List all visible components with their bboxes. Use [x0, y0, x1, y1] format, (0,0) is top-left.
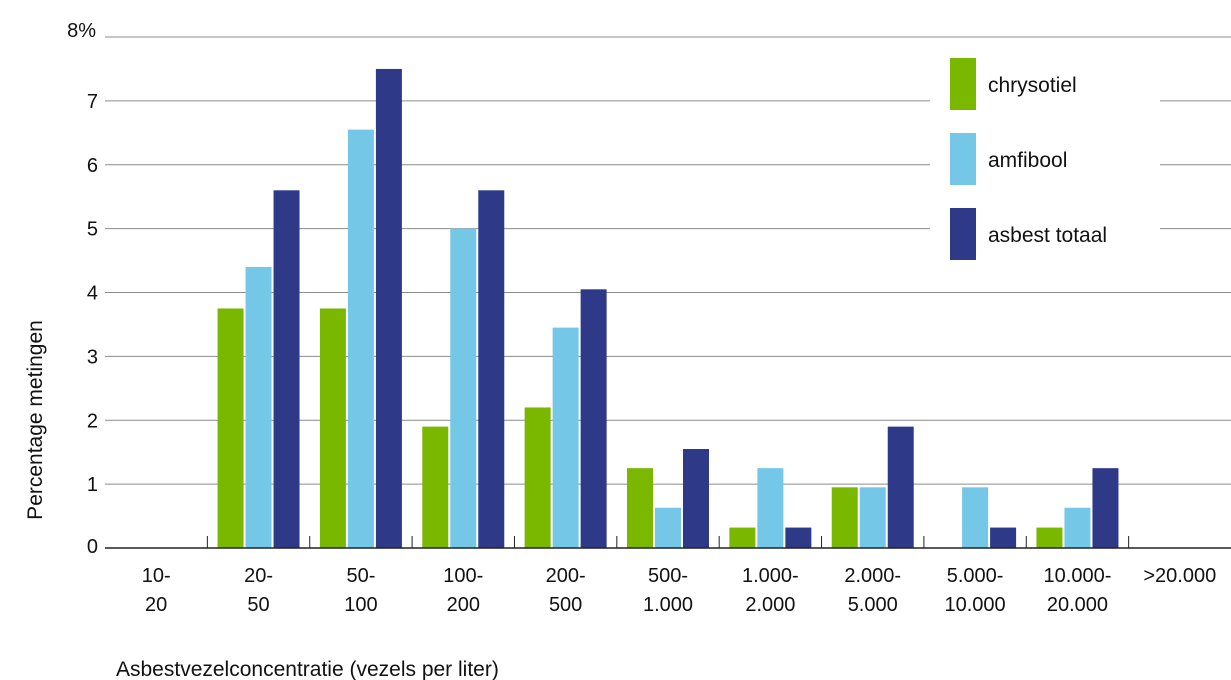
y-tick-label: 4: [87, 283, 98, 305]
legend-label: chrysotiel: [988, 74, 1077, 97]
legend-label: amfibool: [988, 149, 1067, 172]
bars: [217, 68, 1119, 549]
y-tick-label: 2: [87, 410, 98, 432]
bar-chrysotiel-5: [627, 468, 653, 548]
x-tick-label: 10.000: [945, 594, 1006, 616]
bar-asbest-totaal-2: [375, 68, 402, 548]
y-tick-label: 6: [87, 155, 98, 177]
y-tick-label: 1: [87, 474, 98, 496]
x-tick-label: 500-: [648, 565, 688, 587]
bar-asbest-totaal-5: [683, 448, 709, 548]
x-tick-label: 200-: [546, 565, 586, 587]
bar-amfibool-8: [962, 487, 989, 548]
x-axis-title: Asbestvezelconcentratie (vezels per lite…: [116, 658, 499, 680]
bar-asbest-totaal-8: [990, 527, 1017, 548]
bar-asbest-totaal-9: [1092, 468, 1119, 548]
x-tick-label: 5.000-: [947, 565, 1004, 587]
x-tick-label: 50-: [346, 565, 375, 587]
x-tick-label: 20-: [244, 565, 273, 587]
y-axis-title: Percentage metingen: [24, 320, 47, 520]
x-tick-label: 500: [549, 594, 582, 616]
x-tick-label: 200: [447, 594, 480, 616]
legend-swatch-chrysotiel: [950, 58, 976, 110]
bar-chrysotiel-3: [422, 426, 449, 548]
bar-chrysotiel-1: [217, 308, 244, 548]
x-tick-label: 100: [344, 594, 377, 616]
x-tick-label: 20: [145, 594, 167, 616]
bar-chrysotiel-7: [831, 487, 858, 548]
bar-asbest-totaal-6: [785, 527, 812, 548]
bar-amfibool-1: [245, 266, 272, 548]
x-tick-label: 2.000-: [844, 565, 901, 587]
x-tick-label: 10-: [142, 565, 171, 587]
x-axis-ticks: 10- 20 20- 50 50- 100 100- 200 200- 500 500- 1.000 1…: [142, 565, 1217, 616]
bar-amfibool-3: [450, 228, 477, 548]
bar-asbest-totaal-4: [580, 289, 607, 548]
y-axis-ticks: 0 1 2 3 4 5 6 7 8%: [67, 20, 98, 558]
x-tick-label: 10.000-: [1044, 565, 1112, 587]
bar-chrysotiel-4: [524, 407, 551, 548]
bar-amfibool-9: [1064, 507, 1091, 548]
y-tick-label: 3: [87, 346, 98, 368]
x-tick-label: 100-: [443, 565, 483, 587]
bar-amfibool-2: [347, 129, 374, 548]
bar-asbest-totaal-1: [273, 190, 300, 549]
x-tick-label: >20.000: [1143, 565, 1216, 587]
x-tick-label: 2.000: [745, 594, 795, 616]
y-tick-label: 8%: [67, 20, 96, 42]
bar-amfibool-6: [757, 468, 784, 548]
x-tick-label: 5.000: [848, 594, 898, 616]
legend: chrysotiel amfibool asbest totaal: [930, 45, 1160, 277]
bar-asbest-totaal-7: [887, 426, 914, 548]
legend-label: asbest totaal: [988, 224, 1107, 247]
bar-amfibool-7: [859, 487, 886, 548]
x-tick-label: 50: [247, 594, 269, 616]
bar-amfibool-5: [655, 507, 681, 548]
x-tick-label: 1.000-: [742, 565, 799, 587]
y-tick-label: 5: [87, 219, 98, 241]
bar-asbest-totaal-3: [478, 190, 505, 549]
bar-chrysotiel-2: [319, 308, 346, 548]
legend-swatch-asbest-totaal: [950, 208, 976, 260]
y-tick-label: 7: [87, 91, 98, 113]
bar-amfibool-4: [552, 327, 579, 548]
x-axis: [105, 536, 1231, 549]
x-tick-label: 20.000: [1047, 594, 1108, 616]
bar-chrysotiel-6: [729, 527, 756, 548]
legend-swatch-amfibool: [950, 133, 976, 185]
x-tick-label: 1.000: [643, 594, 693, 616]
y-tick-label: 0: [87, 536, 98, 558]
bar-chrysotiel-9: [1036, 527, 1063, 548]
